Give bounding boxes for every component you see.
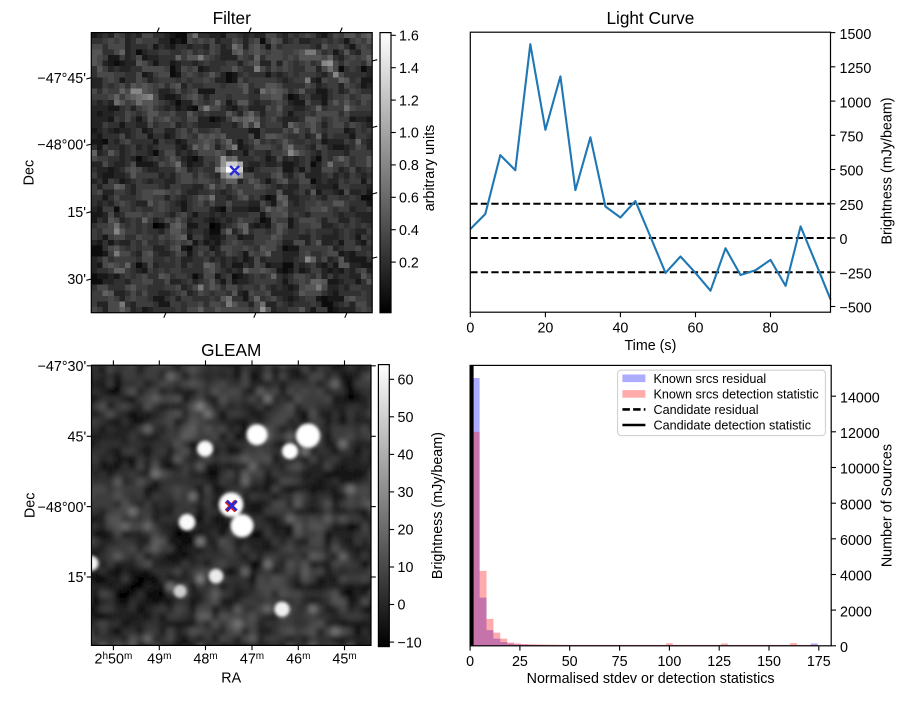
svg-text:125: 125 <box>707 654 731 670</box>
svg-text:20: 20 <box>537 321 553 337</box>
svg-text:50: 50 <box>398 410 414 426</box>
svg-text:1000: 1000 <box>840 95 872 111</box>
svg-text:8000: 8000 <box>840 497 872 513</box>
svg-text:arbitrary units: arbitrary units <box>422 125 438 212</box>
svg-text:1500: 1500 <box>840 27 872 43</box>
svg-text:Filter: Filter <box>213 8 251 28</box>
svg-text:Known srcs detection statistic: Known srcs detection statistic <box>654 387 819 401</box>
svg-text:1250: 1250 <box>840 61 872 77</box>
svg-text:0: 0 <box>466 321 474 337</box>
svg-text:−10: −10 <box>398 635 422 651</box>
svg-text:12000: 12000 <box>840 426 880 442</box>
svg-text:0: 0 <box>398 598 406 614</box>
svg-text:Known srcs residual: Known srcs residual <box>654 372 767 386</box>
svg-text:1.2: 1.2 <box>399 93 419 109</box>
svg-text:2000: 2000 <box>840 604 872 620</box>
svg-text:Light Curve: Light Curve <box>606 8 694 28</box>
svg-text:75: 75 <box>612 654 628 670</box>
svg-text:250: 250 <box>840 198 864 214</box>
svg-text:Dec: Dec <box>22 160 38 185</box>
svg-text:0: 0 <box>466 654 474 670</box>
svg-text:60: 60 <box>688 321 704 337</box>
svg-text:Brightness (mJy/beam): Brightness (mJy/beam) <box>430 432 446 579</box>
svg-text:−48°00': −48°00' <box>37 137 86 153</box>
svg-text:30': 30' <box>67 272 86 288</box>
svg-text:100: 100 <box>657 654 681 670</box>
svg-text:6000: 6000 <box>840 533 872 549</box>
svg-text:60: 60 <box>398 373 414 389</box>
svg-text:−250: −250 <box>840 266 872 282</box>
svg-text:1.0: 1.0 <box>399 126 419 142</box>
svg-text:10: 10 <box>398 560 414 576</box>
svg-text:10000: 10000 <box>840 462 880 478</box>
svg-text:RA: RA <box>221 671 241 687</box>
svg-text:4000: 4000 <box>840 569 872 585</box>
svg-text:−500: −500 <box>840 301 872 317</box>
svg-text:14000: 14000 <box>840 390 880 406</box>
svg-text:Dec: Dec <box>23 493 39 518</box>
svg-text:500: 500 <box>840 164 864 180</box>
svg-text:20: 20 <box>398 523 414 539</box>
svg-text:Number of Sources: Number of Sources <box>880 444 896 567</box>
svg-text:0: 0 <box>840 640 848 656</box>
svg-text:150: 150 <box>757 654 781 670</box>
svg-text:Candidate detection statistic: Candidate detection statistic <box>654 419 812 433</box>
svg-text:25: 25 <box>512 654 528 670</box>
svg-text:Time (s): Time (s) <box>624 338 676 354</box>
svg-text:0: 0 <box>840 232 848 248</box>
svg-text:45': 45' <box>68 430 87 446</box>
svg-text:Candidate residual: Candidate residual <box>654 403 759 417</box>
svg-text:Brightness (mJy/beam): Brightness (mJy/beam) <box>879 98 895 245</box>
svg-text:−47°45': −47°45' <box>37 71 86 87</box>
svg-text:1.6: 1.6 <box>399 29 419 45</box>
svg-text:50: 50 <box>562 654 578 670</box>
svg-text:0.4: 0.4 <box>399 223 419 239</box>
svg-text:0.8: 0.8 <box>399 158 419 174</box>
svg-text:40: 40 <box>398 448 414 464</box>
svg-text:15': 15' <box>67 205 86 221</box>
svg-text:−47°30': −47°30' <box>38 359 87 375</box>
svg-text:Normalised stdev or detection: Normalised stdev or detection statistics <box>527 671 775 687</box>
svg-text:175: 175 <box>807 654 831 670</box>
svg-text:30: 30 <box>398 485 414 501</box>
svg-text:0.6: 0.6 <box>399 191 419 207</box>
svg-text:750: 750 <box>840 130 864 146</box>
svg-text:0.2: 0.2 <box>399 255 419 271</box>
svg-text:15': 15' <box>68 570 87 586</box>
svg-text:1.4: 1.4 <box>399 61 419 77</box>
svg-text:GLEAM: GLEAM <box>201 340 261 360</box>
svg-text:−48°00': −48°00' <box>38 500 87 516</box>
svg-text:80: 80 <box>763 321 779 337</box>
svg-text:40: 40 <box>612 321 628 337</box>
